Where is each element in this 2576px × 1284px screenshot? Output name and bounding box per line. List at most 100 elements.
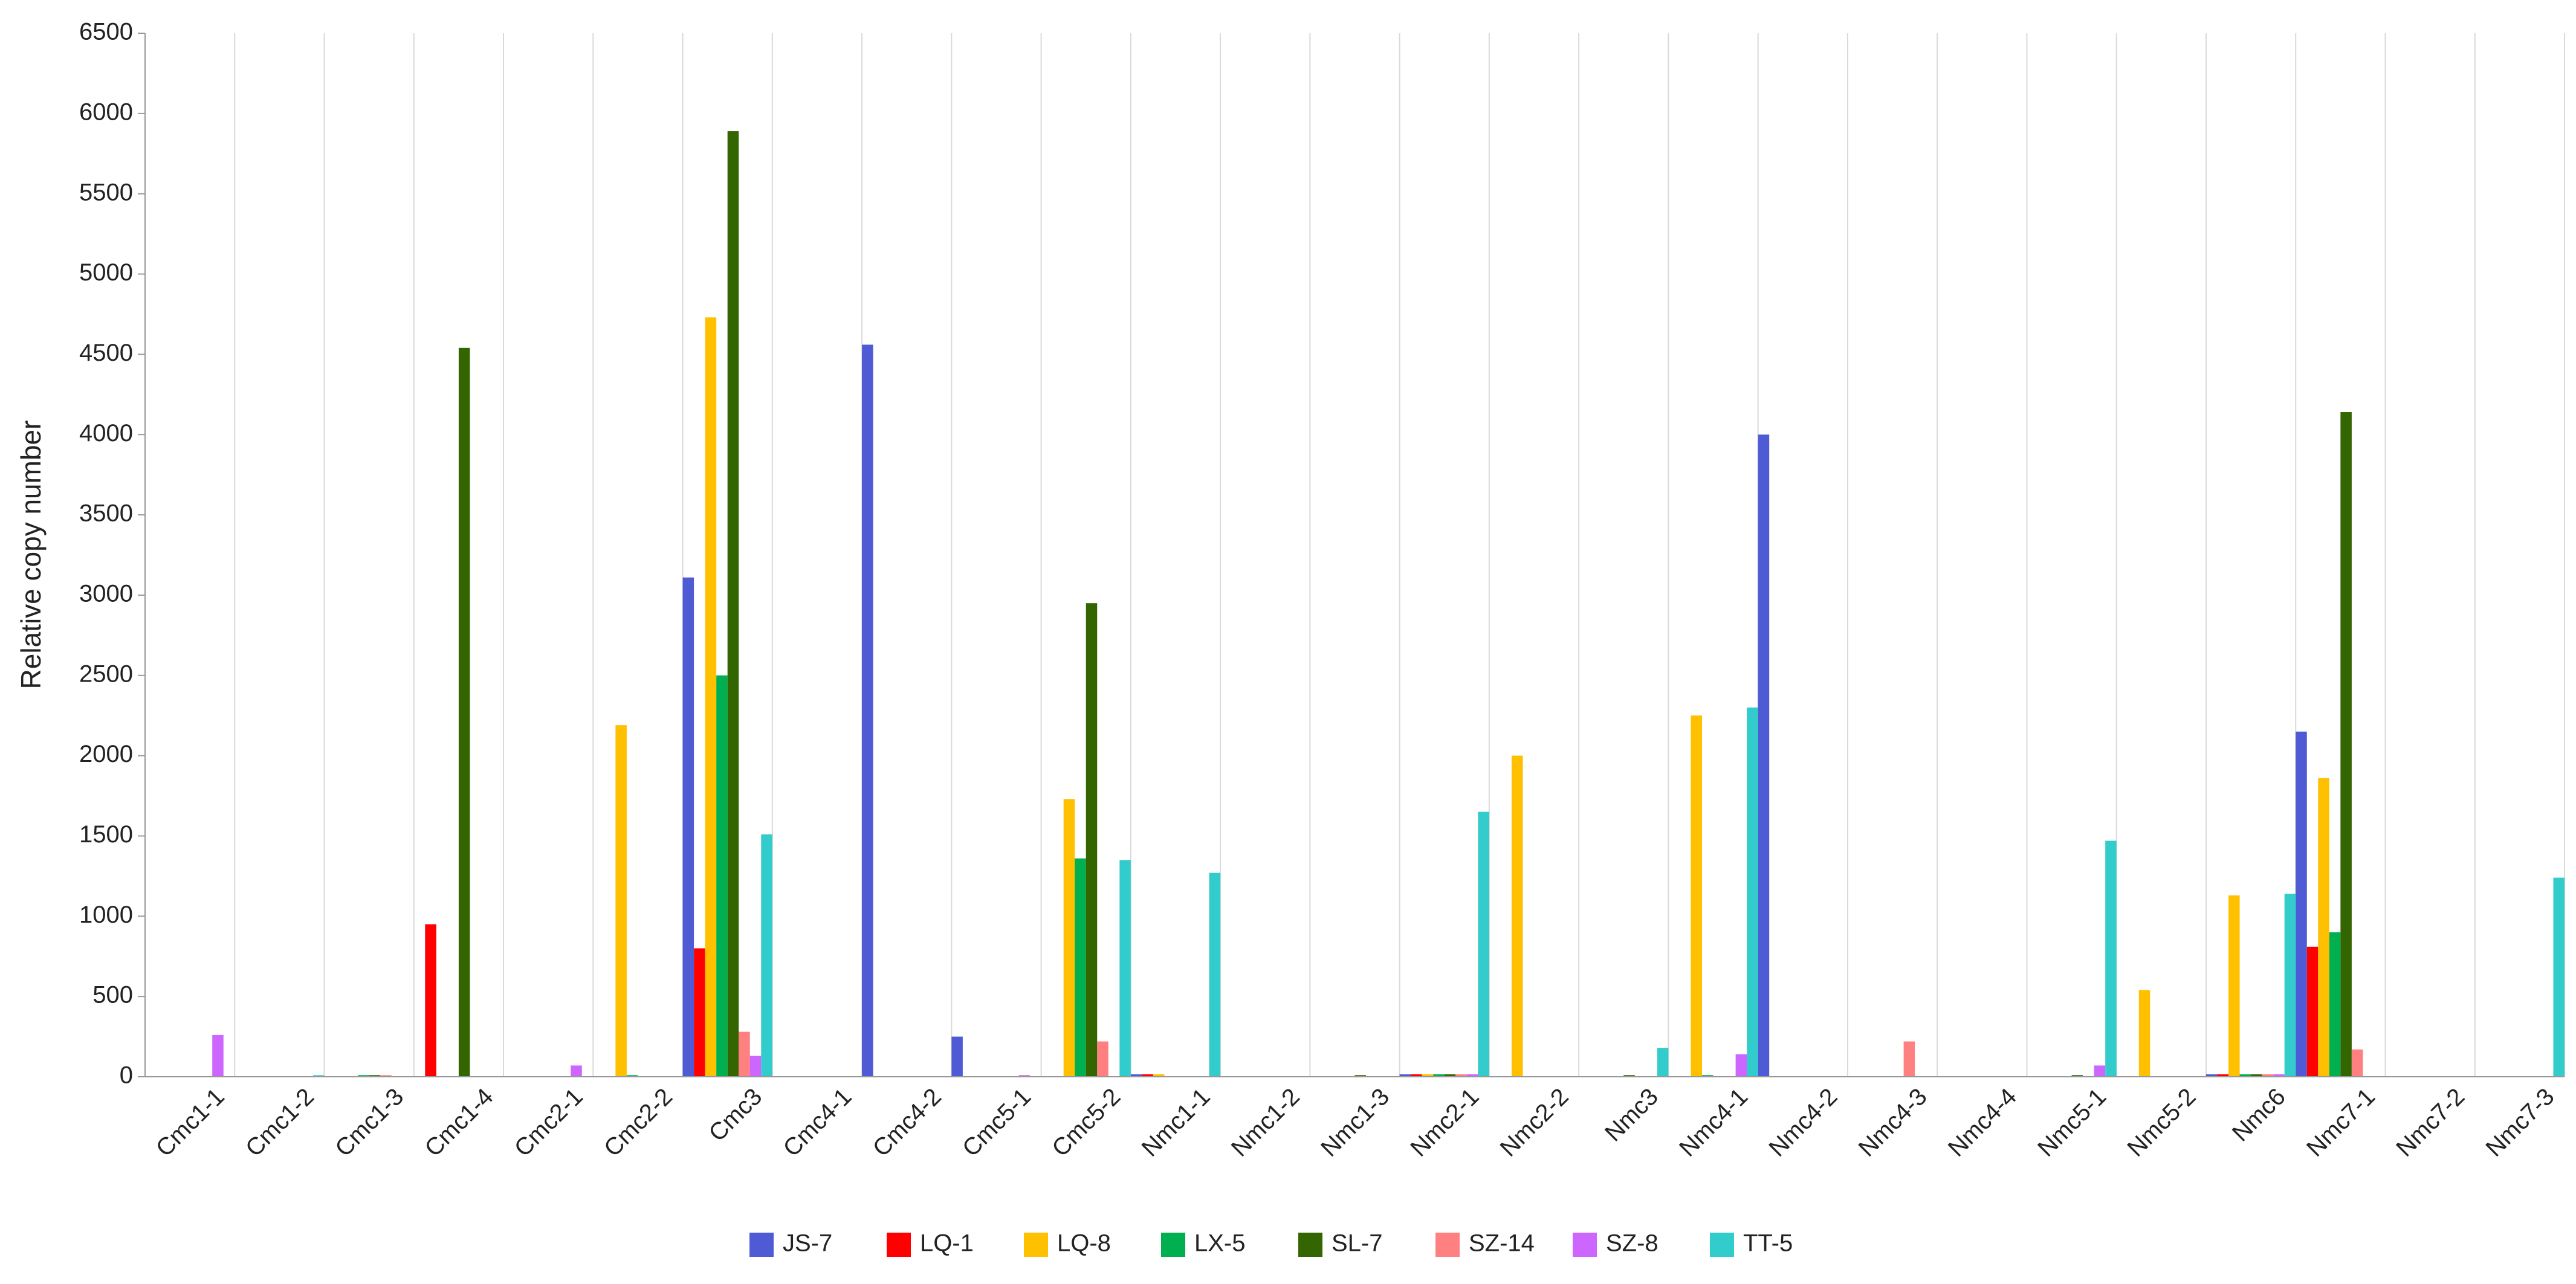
legend-swatch — [1573, 1233, 1597, 1257]
y-tick-label: 4000 — [79, 420, 133, 447]
x-tick-label: Cmc2-1 — [510, 1083, 588, 1162]
bar — [2138, 990, 2150, 1077]
y-tick-label: 6000 — [79, 98, 133, 125]
bar — [1075, 858, 1086, 1077]
y-tick-label: 3500 — [79, 500, 133, 527]
y-tick-label: 5500 — [79, 179, 133, 205]
y-tick-label: 4500 — [79, 340, 133, 366]
bar — [358, 1075, 369, 1077]
legend-label: LQ-1 — [920, 1230, 974, 1257]
bar — [1657, 1048, 1669, 1077]
y-axis-label: Relative copy number — [15, 421, 47, 689]
bar — [1063, 799, 1075, 1077]
bar — [1747, 707, 1758, 1077]
bar — [369, 1075, 381, 1077]
bar — [1478, 811, 1489, 1077]
legend-label: SZ-14 — [1469, 1230, 1535, 1257]
legend-swatch — [1161, 1233, 1185, 1257]
x-tick-label: Nmc2-1 — [1405, 1083, 1484, 1162]
x-tick-label: Nmc7-2 — [2391, 1083, 2470, 1162]
x-tick-label: Cmc4-2 — [868, 1083, 947, 1162]
x-tick-label: Nmc4-1 — [1674, 1083, 1753, 1162]
bar — [458, 347, 470, 1077]
x-tick-label: Nmc5-2 — [2122, 1083, 2201, 1162]
legend-label: SL-7 — [1332, 1230, 1383, 1257]
bar — [2351, 1049, 2363, 1077]
x-tick-label: Nmc1-3 — [1316, 1083, 1394, 1162]
y-tick-label: 1000 — [79, 902, 133, 928]
bar — [2094, 1065, 2106, 1077]
bar — [1433, 1074, 1445, 1077]
x-tick-label: Cmc5-2 — [1047, 1083, 1125, 1162]
x-tick-label: Nmc4-3 — [1854, 1083, 1932, 1162]
legend-label: JS-7 — [783, 1230, 832, 1257]
bar — [739, 1031, 750, 1077]
y-tick-label: 2500 — [79, 660, 133, 687]
x-tick-label: Nmc7-3 — [2481, 1083, 2559, 1162]
bar — [2329, 932, 2341, 1077]
x-tick-label: Cmc1-4 — [420, 1083, 499, 1162]
bar — [1399, 1074, 1411, 1077]
bar — [2340, 412, 2352, 1077]
bar — [1097, 1041, 1108, 1077]
legend-label: LX-5 — [1194, 1230, 1246, 1257]
x-tick-label: Nmc1-2 — [1226, 1083, 1305, 1162]
x-tick-label: Cmc1-3 — [330, 1083, 409, 1162]
bar — [1903, 1041, 1915, 1077]
bar — [1119, 860, 1131, 1077]
bar — [2217, 1074, 2229, 1077]
bar — [1623, 1075, 1635, 1077]
bar — [2284, 894, 2296, 1077]
legend-swatch — [1710, 1233, 1734, 1257]
x-tick-label: Nmc4-4 — [1943, 1083, 2022, 1162]
bar — [2262, 1074, 2274, 1077]
x-tick-label: Cmc3 — [704, 1083, 767, 1147]
bar — [1142, 1074, 1153, 1077]
y-tick-label: 0 — [120, 1062, 133, 1089]
y-tick-label: 3000 — [79, 580, 133, 607]
x-tick-label: Nmc2-2 — [1495, 1083, 1574, 1162]
bar — [727, 131, 739, 1077]
bar — [2318, 778, 2329, 1077]
bar — [1153, 1074, 1165, 1077]
bar — [2239, 1074, 2251, 1077]
bar — [1691, 715, 1703, 1077]
x-tick-label: Nmc3 — [1600, 1083, 1663, 1147]
y-tick-label: 2000 — [79, 741, 133, 767]
bar — [312, 1075, 325, 1077]
bar — [682, 577, 694, 1077]
y-tick-label: 5000 — [79, 259, 133, 286]
bar — [1209, 873, 1221, 1077]
bar — [380, 1075, 392, 1077]
bar — [2205, 1074, 2218, 1077]
bar — [705, 317, 717, 1077]
x-tick-label: Nmc7-1 — [2302, 1083, 2380, 1162]
bar — [1422, 1074, 1434, 1077]
legend-swatch — [1435, 1233, 1460, 1257]
y-tick-label: 1500 — [79, 821, 133, 848]
bar — [2553, 877, 2565, 1077]
x-tick-label: Cmc1-1 — [151, 1083, 230, 1162]
x-tick-label: Nmc4-2 — [1764, 1083, 1842, 1162]
bar — [694, 948, 705, 1077]
bar — [571, 1065, 582, 1077]
bar — [1018, 1075, 1031, 1077]
bar — [1511, 755, 1523, 1077]
x-tick-label: Nmc1-1 — [1137, 1083, 1215, 1162]
bar — [2306, 946, 2319, 1077]
bar — [1466, 1074, 1478, 1077]
x-tick-label: Cmc2-2 — [599, 1083, 678, 1162]
bar — [2228, 895, 2240, 1077]
bar — [862, 344, 873, 1077]
bar — [1702, 1075, 1714, 1077]
bar — [749, 1056, 762, 1077]
bar — [615, 725, 627, 1077]
bar — [716, 675, 728, 1077]
bar — [626, 1075, 638, 1077]
bar — [2071, 1075, 2083, 1077]
legend-label: SZ-8 — [1606, 1230, 1659, 1257]
legend-swatch — [1298, 1233, 1322, 1257]
legend-swatch — [887, 1233, 911, 1257]
bar — [1758, 434, 1770, 1077]
bar — [2296, 731, 2307, 1077]
